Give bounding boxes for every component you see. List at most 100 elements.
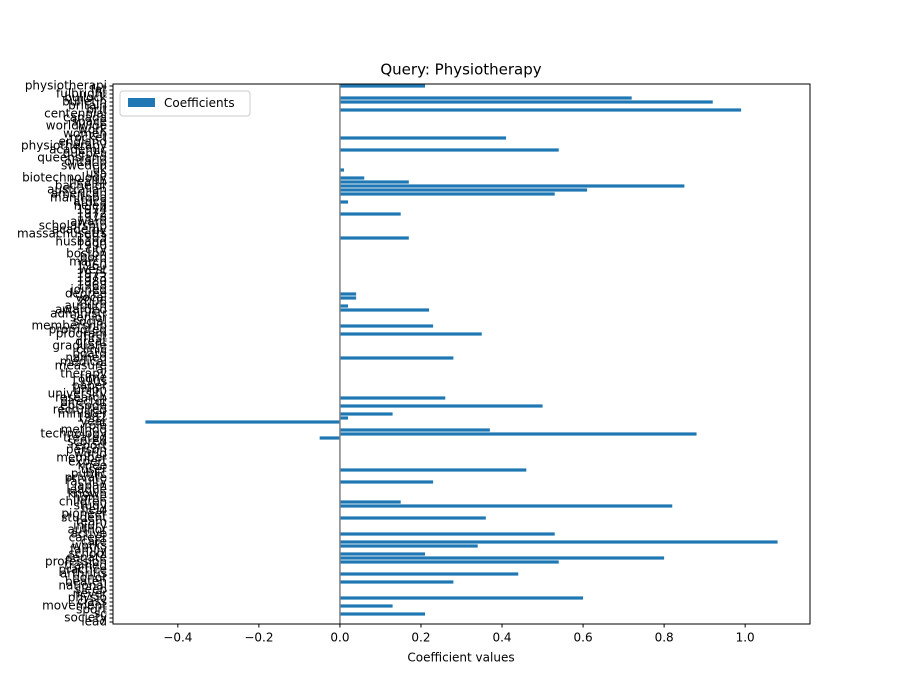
y-tick-label: worldwide <box>46 119 107 133</box>
x-tick-label: 1.0 <box>736 631 755 645</box>
y-tick-label: helen <box>74 199 107 213</box>
y-tick-label: space <box>72 115 107 129</box>
y-tick-label: board <box>72 347 107 361</box>
y-tick-label: practice <box>58 563 107 577</box>
y-tick-label: 1990s <box>70 375 107 389</box>
y-tick-label: school <box>69 547 107 561</box>
bar <box>339 544 478 548</box>
y-tick-label: author <box>67 523 107 537</box>
bar <box>339 212 401 216</box>
y-tick-label: 1960 <box>76 259 107 273</box>
y-tick-label: lead <box>81 615 107 629</box>
y-tick-label: expert <box>68 455 107 469</box>
y-tick-label: usa <box>86 167 107 181</box>
y-tick-label: 1973 <box>76 271 107 285</box>
y-tick-label: senior <box>70 311 107 325</box>
y-tick-label: union <box>74 383 108 397</box>
bar <box>339 516 486 520</box>
y-tick-label: method <box>61 423 107 437</box>
y-tick-label: scholarship <box>39 219 107 233</box>
y-tick-label: beaten <box>65 575 107 589</box>
bar <box>339 308 430 312</box>
y-tick-label: quebec <box>63 147 107 161</box>
bar <box>339 332 482 336</box>
y-tick-label: 2006 <box>76 295 107 309</box>
bar <box>339 176 365 180</box>
bar <box>339 412 393 416</box>
bar <box>339 180 409 184</box>
y-tick-label: great <box>75 335 107 349</box>
legend-box <box>119 90 251 117</box>
y-tick-label: field <box>81 503 107 517</box>
y-tick-label: episode <box>60 399 107 413</box>
y-tick-label: graduate <box>52 339 107 353</box>
legend-swatch <box>128 98 155 107</box>
y-tick-label: society <box>64 611 107 625</box>
bar <box>339 100 713 104</box>
y-tick-label: 1978 <box>76 211 107 225</box>
y-tick-label: 1983 <box>76 231 107 245</box>
chart-title: Query: Physiotherapy <box>380 61 541 79</box>
y-tick-label: academic <box>49 143 107 157</box>
y-tick-label: promoted <box>49 323 107 337</box>
y-tick-label: vocal <box>75 291 107 305</box>
bar <box>339 432 697 436</box>
y-tick-label: uk <box>92 163 107 177</box>
y-tick-label: joined <box>69 283 107 297</box>
y-tick-label: queensland <box>37 151 107 165</box>
y-tick-label: career <box>69 531 107 545</box>
bar <box>319 436 340 440</box>
bar <box>339 560 559 564</box>
y-tick-label: university <box>48 387 107 401</box>
y-tick-label: first <box>84 331 108 345</box>
bar <box>339 572 519 576</box>
y-tick-label: bullock <box>64 91 107 105</box>
bar <box>339 356 454 360</box>
bar <box>339 580 454 584</box>
y-tick-label: ai <box>96 363 107 377</box>
bar <box>339 148 559 152</box>
x-tick-label: 0.0 <box>330 631 349 645</box>
y-tick-label: director <box>60 395 107 409</box>
bar <box>339 96 632 100</box>
y-tick-label: injury <box>73 519 107 533</box>
y-tick-label: user <box>81 463 107 477</box>
y-tick-label: centennial <box>44 107 107 121</box>
x-tick-label: 0.6 <box>574 631 593 645</box>
y-tick-label: women <box>63 127 107 141</box>
bar <box>339 188 588 192</box>
y-tick-label: world <box>74 447 107 461</box>
y-tick-label: medical <box>60 355 107 369</box>
y-tick-label: public <box>71 467 107 481</box>
y-tick-label: research <box>55 391 107 405</box>
bar <box>339 500 401 504</box>
y-tick-label: paper <box>72 379 107 393</box>
bar <box>339 556 665 560</box>
bar <box>339 416 349 420</box>
y-tick-label: scored <box>67 435 107 449</box>
y-tick-label: arthritis <box>60 567 107 581</box>
bar <box>339 428 490 432</box>
bar <box>339 168 344 172</box>
bar <box>339 404 543 408</box>
y-tick-label: therapy <box>60 367 107 381</box>
bar <box>339 184 685 188</box>
y-tick-label: american <box>51 187 107 201</box>
y-tick-label: movement <box>42 599 107 613</box>
bar <box>145 420 340 424</box>
y-tick-label: care <box>81 535 107 549</box>
y-tick-label: family <box>70 543 107 557</box>
y-tick-label: march <box>69 255 107 269</box>
bar <box>339 236 409 240</box>
bar <box>339 108 742 112</box>
y-tick-label: physio <box>68 591 107 605</box>
x-tick-label: 0.8 <box>655 631 674 645</box>
y-tick-label: africa <box>73 195 107 209</box>
y-tick-label: britain <box>68 99 107 113</box>
y-tick-label: sweden <box>61 159 107 173</box>
y-tick-label: student <box>61 511 107 525</box>
bar <box>339 532 555 536</box>
y-tick-label: program <box>56 327 107 341</box>
y-tick-label: fat <box>91 83 108 97</box>
y-tick-label: 1982 <box>76 411 107 425</box>
